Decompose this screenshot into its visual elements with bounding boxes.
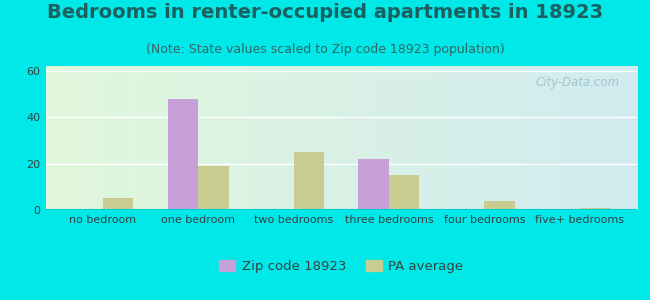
Bar	[198, 166, 229, 210]
Bar	[168, 98, 198, 210]
Text: City-Data.com: City-Data.com	[535, 76, 619, 89]
Bar	[389, 175, 419, 210]
Bar	[294, 152, 324, 210]
Bar	[580, 208, 610, 210]
Text: Bedrooms in renter-occupied apartments in 18923: Bedrooms in renter-occupied apartments i…	[47, 3, 603, 22]
Bar	[358, 159, 389, 210]
Bar	[484, 201, 515, 210]
Bar	[103, 198, 133, 210]
Text: (Note: State values scaled to Zip code 18923 population): (Note: State values scaled to Zip code 1…	[146, 44, 504, 56]
Legend: Zip code 18923, PA average: Zip code 18923, PA average	[214, 254, 469, 278]
